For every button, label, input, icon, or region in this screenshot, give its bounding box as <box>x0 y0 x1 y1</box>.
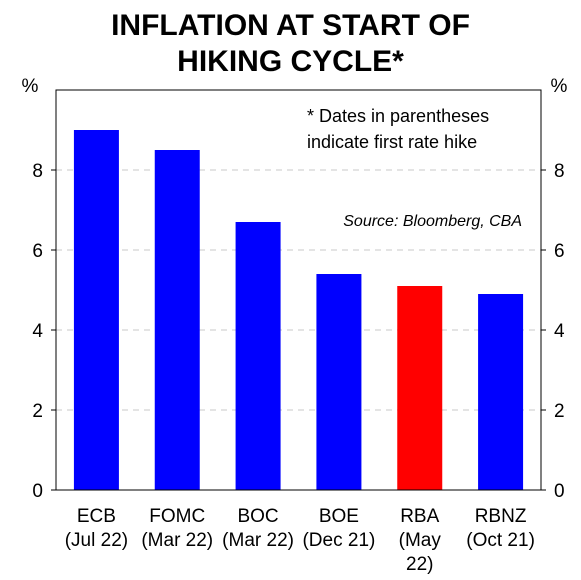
chart-title-line-2: HIKING CYCLE* <box>177 45 404 78</box>
x-tick-label: BOE <box>319 506 359 527</box>
x-tick-label: ECB <box>77 506 116 527</box>
note-line-2: indicate first rate hike <box>307 132 477 152</box>
chart-title-line-1: INFLATION AT START OF <box>111 9 470 42</box>
x-tick-label: RBNZ <box>475 506 527 527</box>
x-tick-label: 22) <box>406 554 433 575</box>
x-tick-label: (Jul 22) <box>65 530 128 551</box>
source-note: Source: Bloomberg, CBA <box>343 213 522 230</box>
bar <box>478 294 524 490</box>
y-tick-label-left: 6 <box>32 241 43 262</box>
bar <box>235 222 281 490</box>
y-tick-label-left: 8 <box>32 161 43 182</box>
y-tick-label-left: 4 <box>32 321 43 342</box>
x-tick-label: (Dec 21) <box>302 530 375 551</box>
x-tick-label: (May <box>399 530 442 551</box>
y-tick-label-right: 6 <box>554 241 565 262</box>
y-tick-label-right: 4 <box>554 321 565 342</box>
bar <box>73 130 119 490</box>
gridlines <box>56 169 541 411</box>
y-tick-label-right: 0 <box>554 481 565 502</box>
x-tick-label: FOMC <box>149 506 205 527</box>
y-tick-label-left: 0 <box>32 481 43 502</box>
y-tick-label-left: 2 <box>32 401 43 422</box>
x-tick-label: (Mar 22) <box>141 530 213 551</box>
x-tick-label: BOC <box>237 506 278 527</box>
bar <box>397 286 443 490</box>
x-tick-label: (Oct 21) <box>466 530 535 551</box>
axis-ticks: 0 0 2 2 4 4 6 6 8 8 <box>32 161 565 502</box>
plot-frame <box>55 89 542 491</box>
x-axis-labels: ECB (Jul 22) FOMC (Mar 22) BOC (Mar 22) BOE (De… <box>65 506 535 575</box>
bar <box>154 150 200 490</box>
x-tick-label: RBA <box>400 506 439 527</box>
y-tick-label-right: 2 <box>554 401 565 422</box>
bars <box>73 130 524 490</box>
y-axis-unit-left: % <box>22 76 39 97</box>
note-line-1: * Dates in parentheses <box>307 106 489 126</box>
y-tick-label-right: 8 <box>554 161 565 182</box>
bar <box>316 274 362 490</box>
chart-title: INFLATION AT START OF HIKING CYCLE* <box>0 8 581 80</box>
x-tick-label: (Mar 22) <box>222 530 294 551</box>
y-axis-unit-right: % <box>551 76 568 97</box>
